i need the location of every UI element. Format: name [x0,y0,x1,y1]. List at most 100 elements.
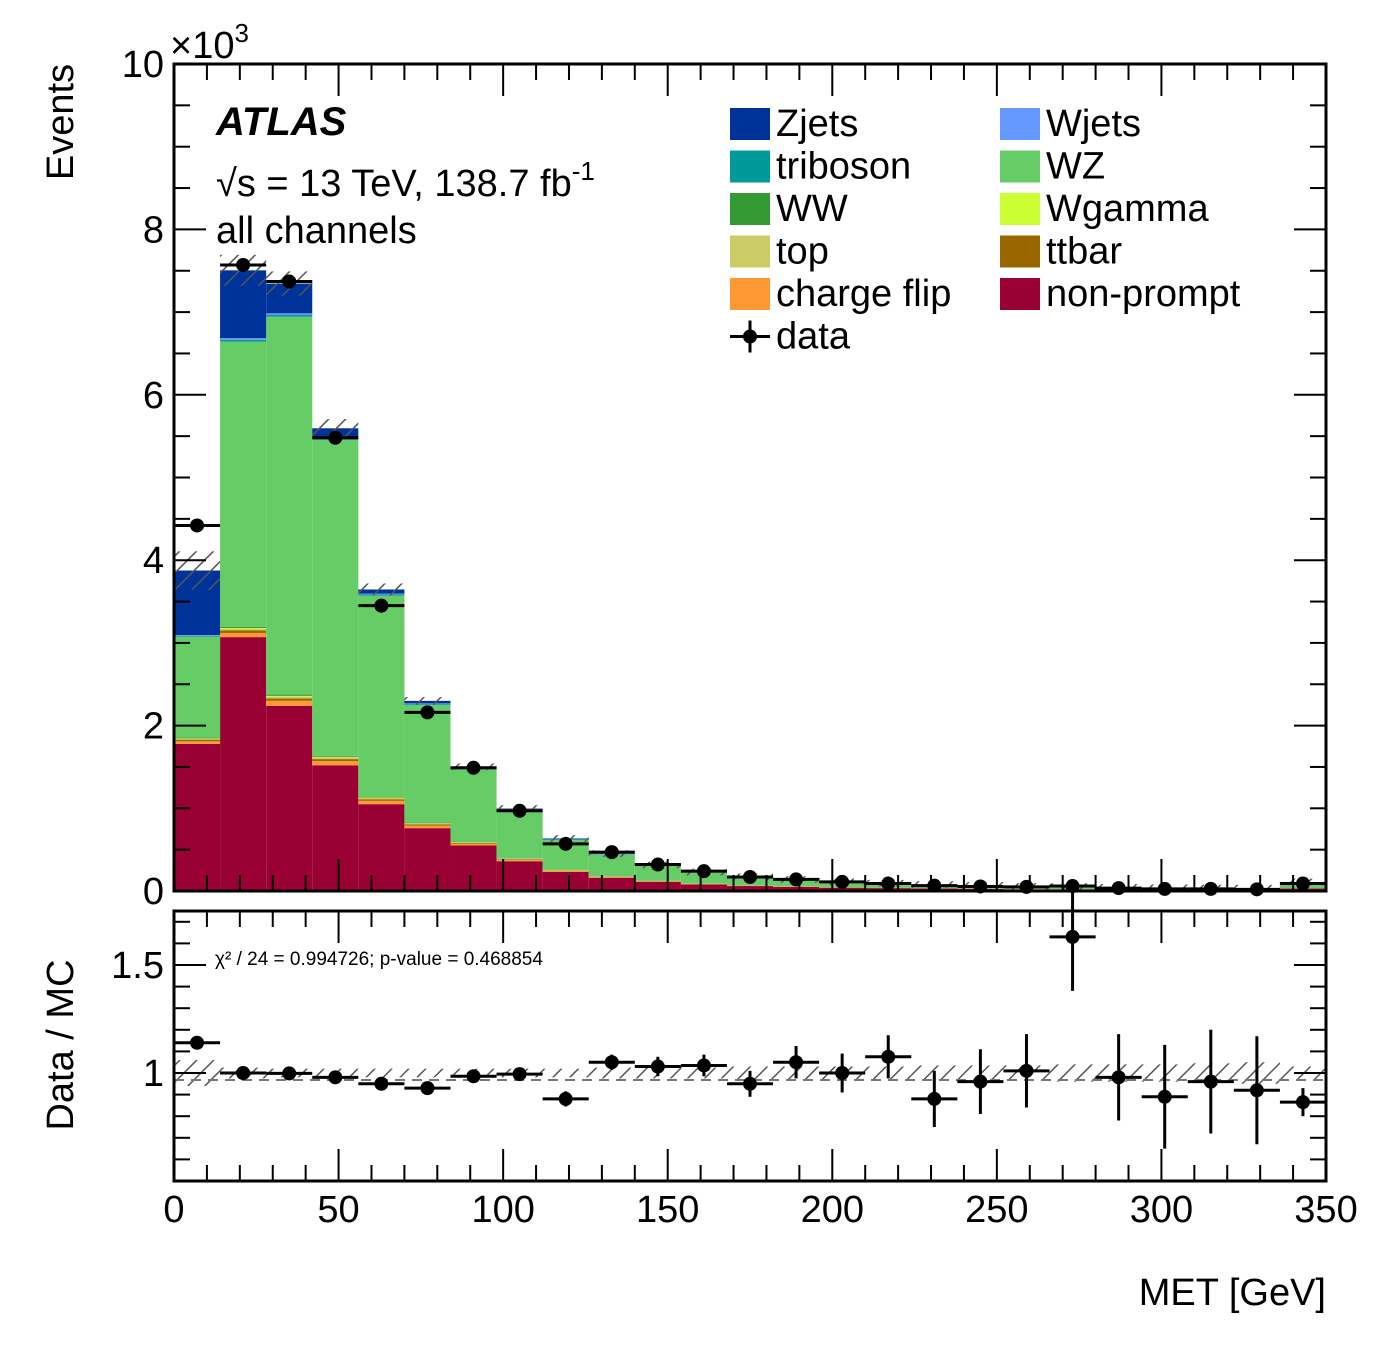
data-points [174,257,1326,897]
data-point-8 [558,836,573,851]
legend-swatch-charge-flip [730,278,770,310]
bar-ttbar-5 [404,824,451,826]
ratio-point-11 [696,1058,711,1073]
ratio-point-0 [190,1035,205,1050]
data-point-14 [835,874,850,889]
legend-swatch-wgamma [1000,193,1040,225]
legend-label-top: top [776,231,829,273]
x-tick-label-300: 300 [1130,1189,1193,1231]
bar-wjets-1 [220,338,267,340]
data-point-9 [604,845,619,860]
energy-lumi-label: √s = 13 TeV, 138.7 fb-1 [216,156,595,205]
bar-charge-flip-2 [266,700,313,706]
ratio-uncertainty-19 [1049,1064,1096,1082]
bar-top-4 [358,797,405,800]
bar-wgamma-3 [312,756,359,758]
legend-swatch-triboson [730,150,770,183]
ratio-uncertainty-5 [404,1068,451,1078]
bar-ww-5 [404,822,451,824]
legend-label-wgamma: Wgamma [1046,188,1209,230]
ratio-point-4 [374,1076,389,1091]
ratio-point-15 [881,1049,896,1064]
bar-wz-5 [404,705,451,823]
legend-swatch-top [730,235,770,268]
data-point-7 [512,803,527,818]
mc-uncertainty-4 [358,583,405,596]
ratio-axis-ticks: 1 1.5 0 50 100 150 200 250 300 350 [111,911,1358,1231]
atlas-label: ATLAS [215,100,347,144]
data-point-4 [374,598,389,613]
ratio-points [174,882,1326,1149]
bar-top-2 [266,696,313,699]
bar-triboson-0 [174,635,221,637]
ratio-uncertainty-8 [542,1068,589,1078]
ratio-point-20 [1111,1070,1126,1085]
bar-charge-flip-1 [220,632,267,638]
ratio-point-2 [282,1066,297,1081]
data-point-12 [743,869,757,884]
legend-label-non-prompt: non-prompt [1046,273,1241,315]
legend-swatch-ww [730,193,770,225]
legend-swatch-wjets [1000,108,1040,140]
mc-uncertainty-3 [312,419,359,438]
bar-top-6 [450,842,497,844]
bar-wz-10 [634,865,681,881]
ratio-plot-frame [172,909,1328,1183]
ratio-point-24 [1295,1095,1310,1110]
x-tick-label-250: 250 [965,1189,1028,1231]
bar-non-prompt-12 [726,886,774,891]
ratio-point-21 [1157,1089,1172,1104]
ratio-point-12 [743,1076,757,1091]
bar-charge-flip-4 [358,800,405,805]
y-tick-label-0: 0 [143,871,164,913]
legend-swatch-zjets [730,108,770,140]
ratio-point-5 [420,1081,435,1096]
ratio-point-6 [466,1069,481,1084]
data-point-1 [236,257,251,272]
y-tick-label-10: 10 [122,44,164,86]
y-tick-label-2: 2 [143,706,164,748]
ratio-point-16 [927,1091,942,1106]
legend-label-wz: WZ [1046,146,1105,188]
ratio-point-10 [650,1059,665,1074]
ratio-point-13 [789,1055,804,1070]
data-point-23 [1249,882,1264,897]
data-point-5 [420,705,435,720]
bar-ttbar-0 [174,739,221,742]
ratio-point-17 [973,1074,988,1089]
x-tick-label-0: 0 [163,1189,184,1231]
bar-top-1 [220,628,267,631]
x-tick-label-100: 100 [471,1189,534,1231]
bar-top-5 [404,823,451,825]
bar-wjets-2 [266,313,313,315]
data-point-6 [466,760,481,775]
bar-triboson-2 [266,314,313,317]
ratio-uncertainty-4 [358,1068,405,1078]
y-multiplier: ×103 [170,18,249,67]
x-tick-label-150: 150 [636,1189,699,1231]
ratio-point-7 [512,1067,527,1082]
bar-wz-9 [588,854,635,877]
main-axis-ticks: 0 2 4 6 8 10 [122,44,1327,913]
legend-swatch-non-prompt [1000,278,1040,310]
region-label: all channels [216,210,417,252]
bar-non-prompt-11 [680,884,727,891]
ratio-y-tick-label-1: 1 [143,1053,164,1095]
bar-non-prompt-2 [266,705,313,891]
bar-non-prompt-9 [588,877,635,891]
legend-label-wjets: Wjets [1046,103,1141,145]
x-tick-label-200: 200 [801,1189,864,1231]
data-point-10 [650,857,665,872]
legend-label-zjets: Zjets [776,103,858,145]
ratio-point-9 [604,1055,619,1070]
data-point-13 [789,872,804,887]
bar-non-prompt-7 [496,861,543,891]
legend-label-data: data [776,316,851,358]
ratio-point-22 [1203,1074,1218,1089]
bar-charge-flip-8 [542,871,589,872]
bar-non-prompt-4 [358,804,405,891]
ratio-point-19 [1065,929,1080,944]
data-point-21 [1157,881,1172,896]
bar-charge-flip-6 [450,843,497,846]
